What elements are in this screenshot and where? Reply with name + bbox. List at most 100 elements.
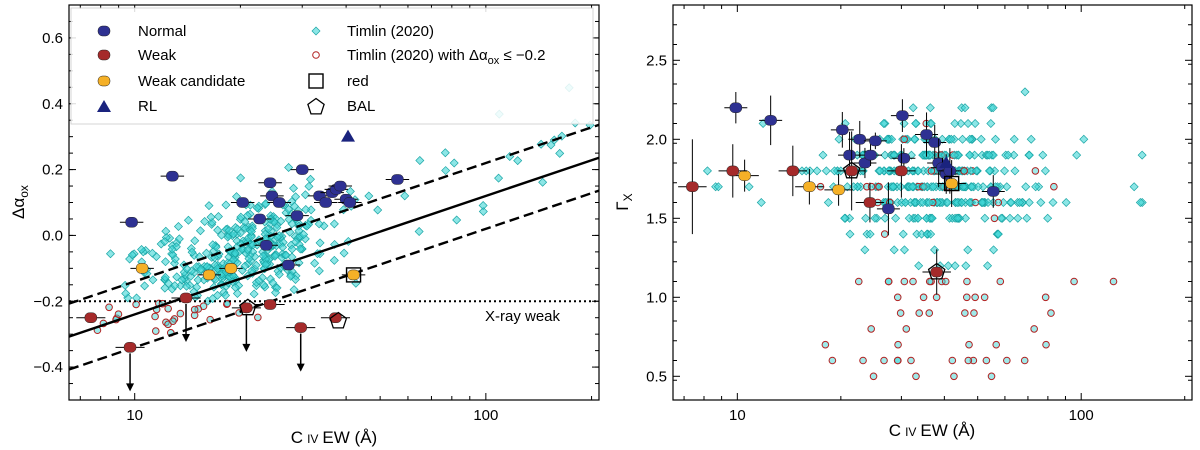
weak-candidate-point (347, 269, 360, 281)
timlin-point (930, 245, 940, 255)
timlin-point (161, 257, 171, 267)
timlin-weak-point (963, 277, 971, 286)
timlin-point (904, 213, 914, 223)
timlin-point (898, 229, 908, 239)
timlin-point (950, 119, 960, 128)
timlin-point (1031, 182, 1041, 192)
timlin-weak-point (894, 340, 902, 349)
timlin-weak-point (114, 310, 123, 319)
timlin-point (284, 162, 294, 172)
timlin-point (973, 182, 983, 192)
right-y-tick-label: 1.5 (646, 210, 667, 227)
timlin-point (452, 215, 462, 225)
timlin-weak-point (169, 317, 177, 326)
timlin-point (845, 229, 855, 239)
timlin-point (961, 261, 971, 271)
timlin-point (270, 251, 280, 261)
timlin-weak-point (970, 309, 978, 317)
timlin-weak-point (912, 372, 920, 381)
timlin-weak-point (1047, 309, 1055, 317)
timlin-point (213, 211, 223, 221)
bal-marker (842, 161, 861, 179)
timlin-point (913, 213, 923, 223)
timlin-weak-point (875, 182, 883, 191)
timlin-point (971, 166, 981, 176)
timlin-point (274, 269, 284, 279)
timlin-point (963, 119, 973, 128)
timlin-point (304, 181, 314, 191)
timlin-point (449, 158, 459, 168)
timlin-point (865, 229, 875, 239)
timlin-point (909, 134, 919, 144)
timlin-weak-point (867, 325, 875, 333)
timlin-point (1024, 150, 1034, 160)
left-y-tick-label: 0.2 (42, 162, 63, 179)
timlin-point (860, 245, 870, 255)
timlin-weak-point (176, 309, 185, 318)
timlin-point (899, 119, 909, 128)
timlin-point (364, 191, 374, 201)
timlin-point (171, 242, 181, 252)
timlin-weak-point (961, 309, 969, 317)
right-y-tick-label: 2.5 (646, 52, 667, 69)
weak-point (863, 197, 877, 208)
timlin-weak-point (1109, 277, 1118, 286)
timlin-point (201, 248, 211, 258)
timlin-point (278, 242, 288, 252)
timlin-point (970, 119, 980, 128)
normal-point (166, 170, 179, 182)
timlin-point (240, 223, 250, 233)
timlin-weak-point (990, 214, 999, 223)
normal-point (236, 197, 249, 208)
timlin-point (907, 182, 917, 192)
timlin-weak-point (132, 300, 140, 309)
timlin-weak-point (980, 293, 989, 302)
timlin-weak-point (854, 277, 863, 286)
timlin-point (1000, 166, 1010, 176)
timlin-point (1048, 198, 1058, 207)
timlin-weak-point (996, 277, 1005, 286)
timlin-point (441, 166, 451, 176)
timlin-point (254, 276, 264, 286)
normal-point (729, 102, 743, 113)
timlin-point (251, 260, 261, 270)
timlin-point (221, 200, 231, 210)
timlin-point (928, 182, 938, 192)
timlin-point (243, 245, 253, 255)
timlin-weak-point (1031, 167, 1040, 175)
legend: Normal Weak Weak candidate RL Timlin (20… (70, 7, 594, 125)
normal-point (928, 137, 941, 148)
timlin-point (963, 245, 973, 255)
timlin-point (913, 166, 923, 176)
normal-point (253, 213, 266, 225)
timlin-point (538, 177, 548, 187)
timlin-point (821, 166, 831, 176)
timlin-weak-point (965, 340, 973, 349)
left-x-axis-title: C IV EW (Å) (291, 428, 377, 447)
timlin-point (977, 198, 987, 207)
timlin-point (875, 166, 885, 176)
normal-point (125, 217, 138, 228)
normal-point (260, 240, 273, 251)
timlin-point (713, 182, 723, 192)
timlin-point (840, 213, 850, 223)
timlin-point (295, 244, 305, 254)
timlin-weak-point (948, 356, 957, 365)
timlin-point (310, 258, 320, 268)
timlin-weak-point (900, 277, 909, 286)
timlin-point (1026, 134, 1036, 144)
timlin-point (217, 230, 227, 240)
timlin-point (908, 103, 918, 113)
timlin-point (272, 223, 282, 233)
timlin-point (137, 244, 147, 254)
timlin-point (946, 134, 956, 144)
timlin-point (414, 226, 424, 236)
timlin-point (252, 203, 262, 213)
timlin-point (301, 204, 311, 214)
timlin-point (271, 288, 281, 298)
timlin-point (805, 166, 815, 176)
timlin-point (329, 219, 339, 229)
timlin-point (232, 224, 242, 234)
left-y-axis-title: Δαox (9, 185, 31, 219)
